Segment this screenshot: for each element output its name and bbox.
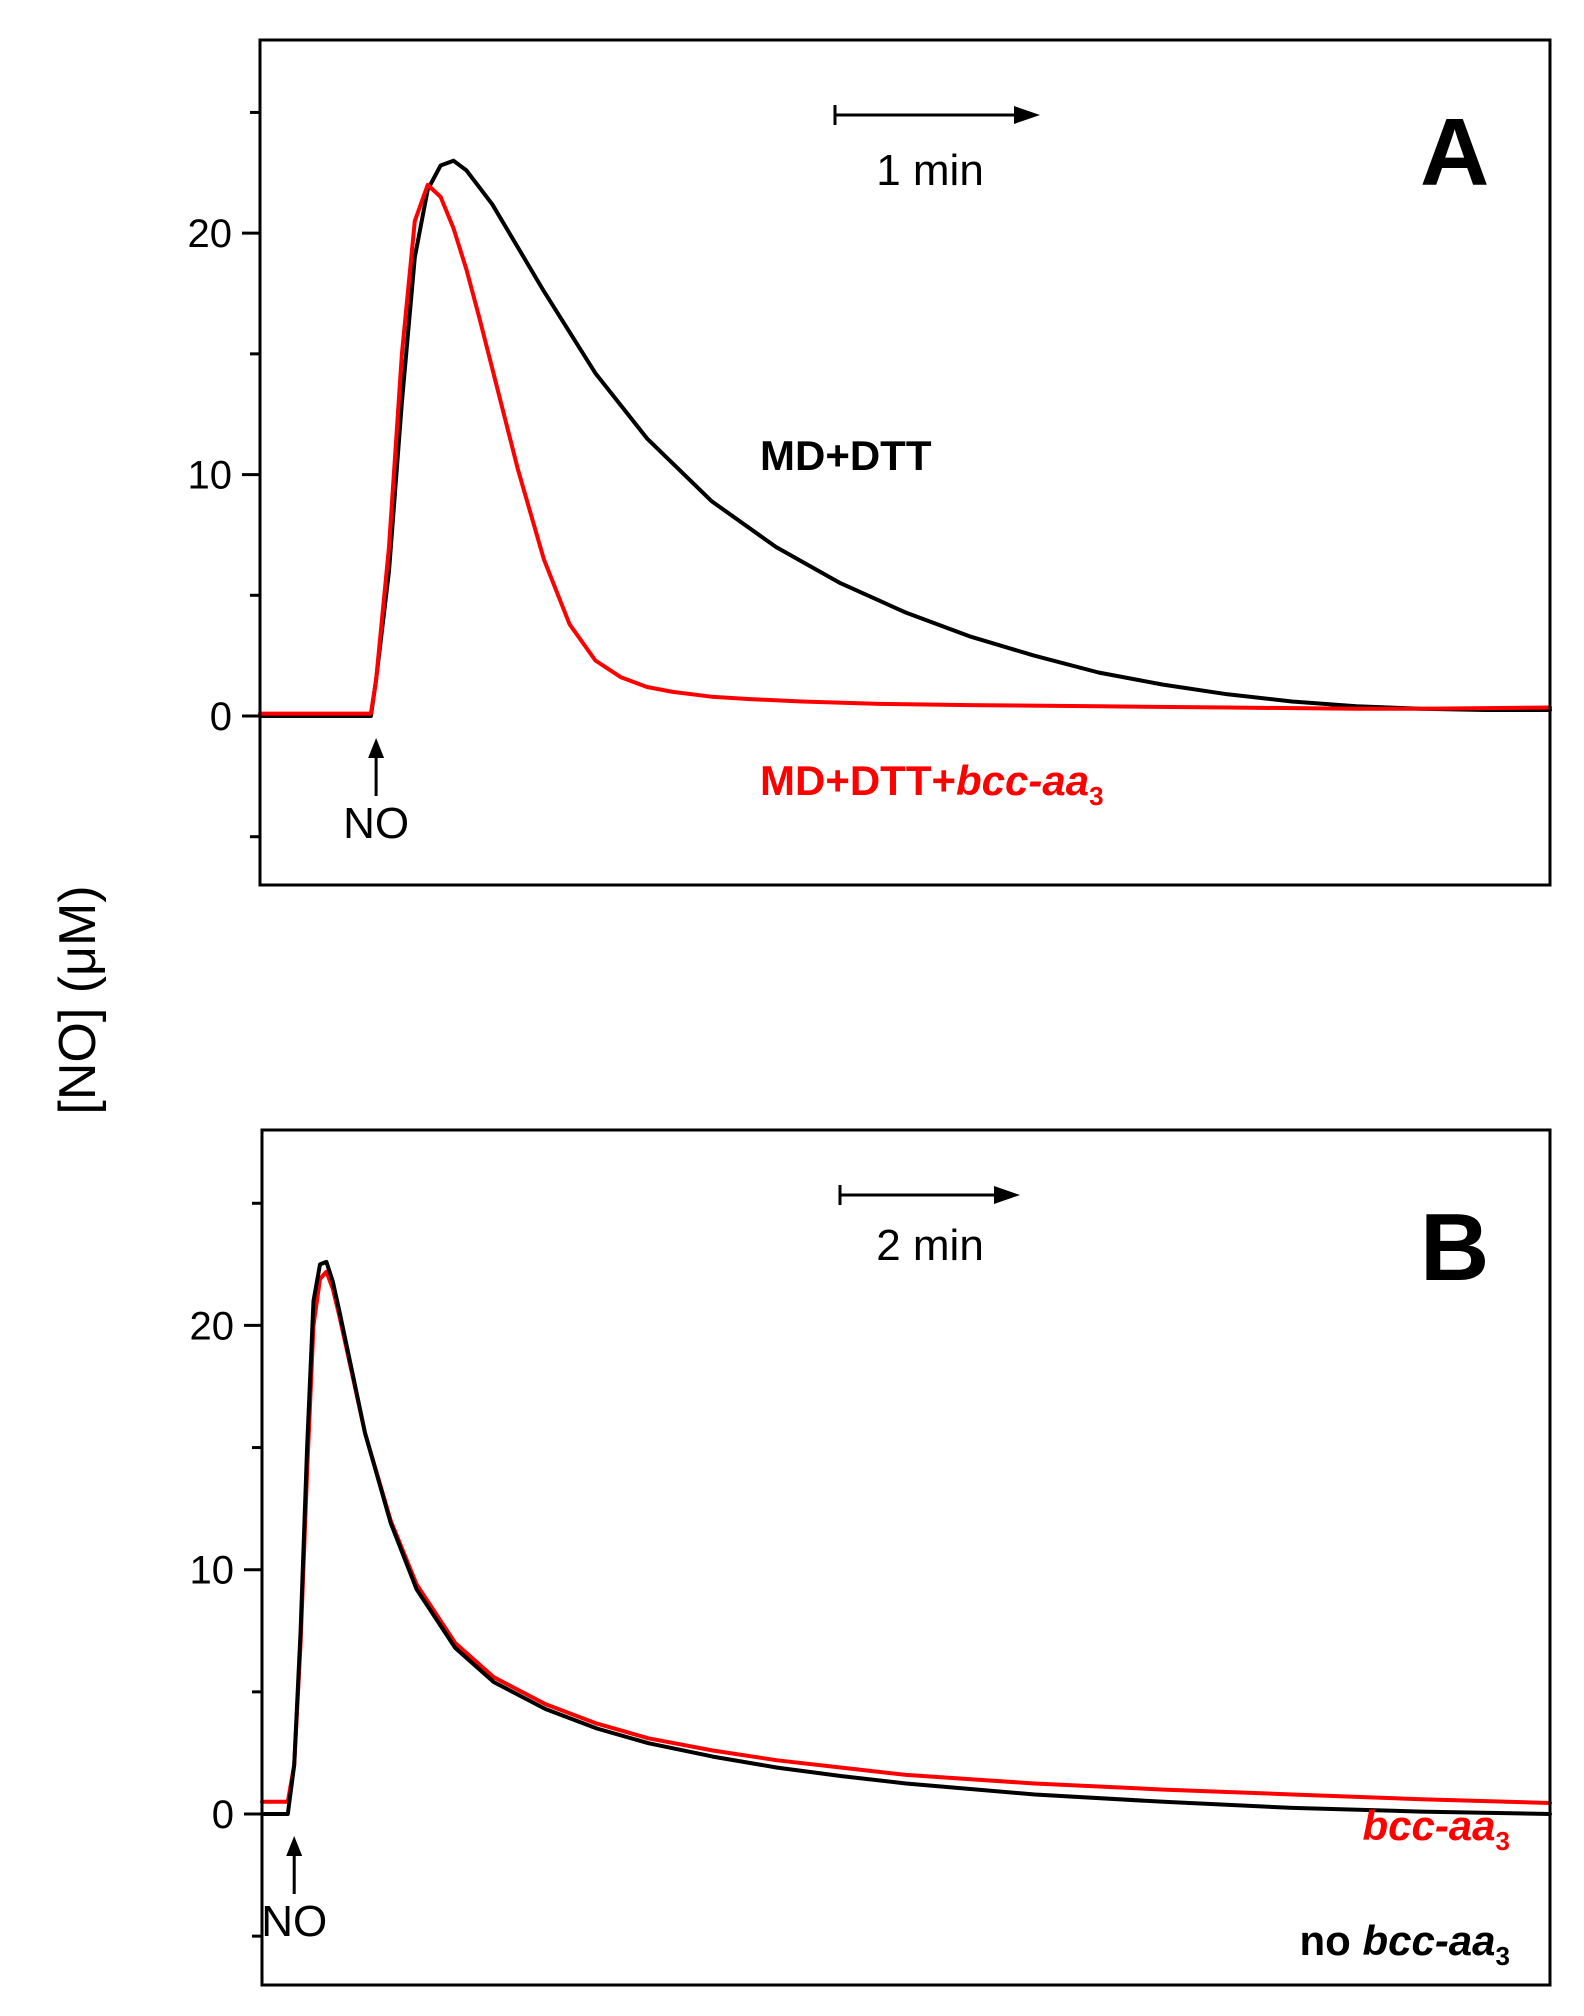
panel-letter: A	[1420, 99, 1489, 206]
y-tick-label: 0	[210, 695, 232, 739]
panel-a: 0 10 20 1 min A NO MD+DTT MD+DTT+bcc-aa3	[188, 38, 1552, 887]
scale-bar-arrowhead	[1014, 106, 1040, 124]
y-tick-label: 20	[188, 212, 233, 256]
plot-frame	[258, 38, 1552, 887]
y-tick-label: 0	[212, 1793, 234, 1837]
series-label-no-bcc-aa3: no bcc-aa3	[1299, 1917, 1510, 1971]
series-line-no-bcc-aa3	[260, 1259, 1552, 1816]
series-label-md-dtt: MD+DTT	[760, 432, 932, 479]
y-axis-label: [NO] (μM)	[49, 885, 107, 1114]
series-line-bcc-aa3	[260, 1269, 1552, 1805]
panel-b: 0 10 20 2 min B NO bcc-aa3 no bcc-aa3	[190, 1128, 1552, 1987]
y-tick-label: 20	[190, 1304, 235, 1348]
injection-arrowhead	[286, 1836, 303, 1856]
y-tick-label: 10	[190, 1549, 235, 1593]
plot-frame	[260, 1128, 1552, 1987]
series-label-bcc-aa3: bcc-aa3	[1362, 1802, 1510, 1856]
series-line-md-dtt	[258, 158, 1552, 718]
scale-bar-arrowhead	[994, 1186, 1020, 1204]
injection-label: NO	[343, 799, 409, 848]
series-line-md-dtt-bcc-aa3	[258, 182, 1552, 716]
injection-label: NO	[261, 1897, 327, 1946]
scale-bar-label: 1 min	[876, 146, 984, 195]
series-label-md-dtt-bcc-aa3: MD+DTT+bcc-aa3	[760, 757, 1104, 811]
y-tick-label: 10	[188, 454, 233, 498]
panel-letter: B	[1420, 1194, 1489, 1301]
injection-arrowhead	[368, 738, 385, 758]
scale-bar-label: 2 min	[876, 1221, 984, 1270]
